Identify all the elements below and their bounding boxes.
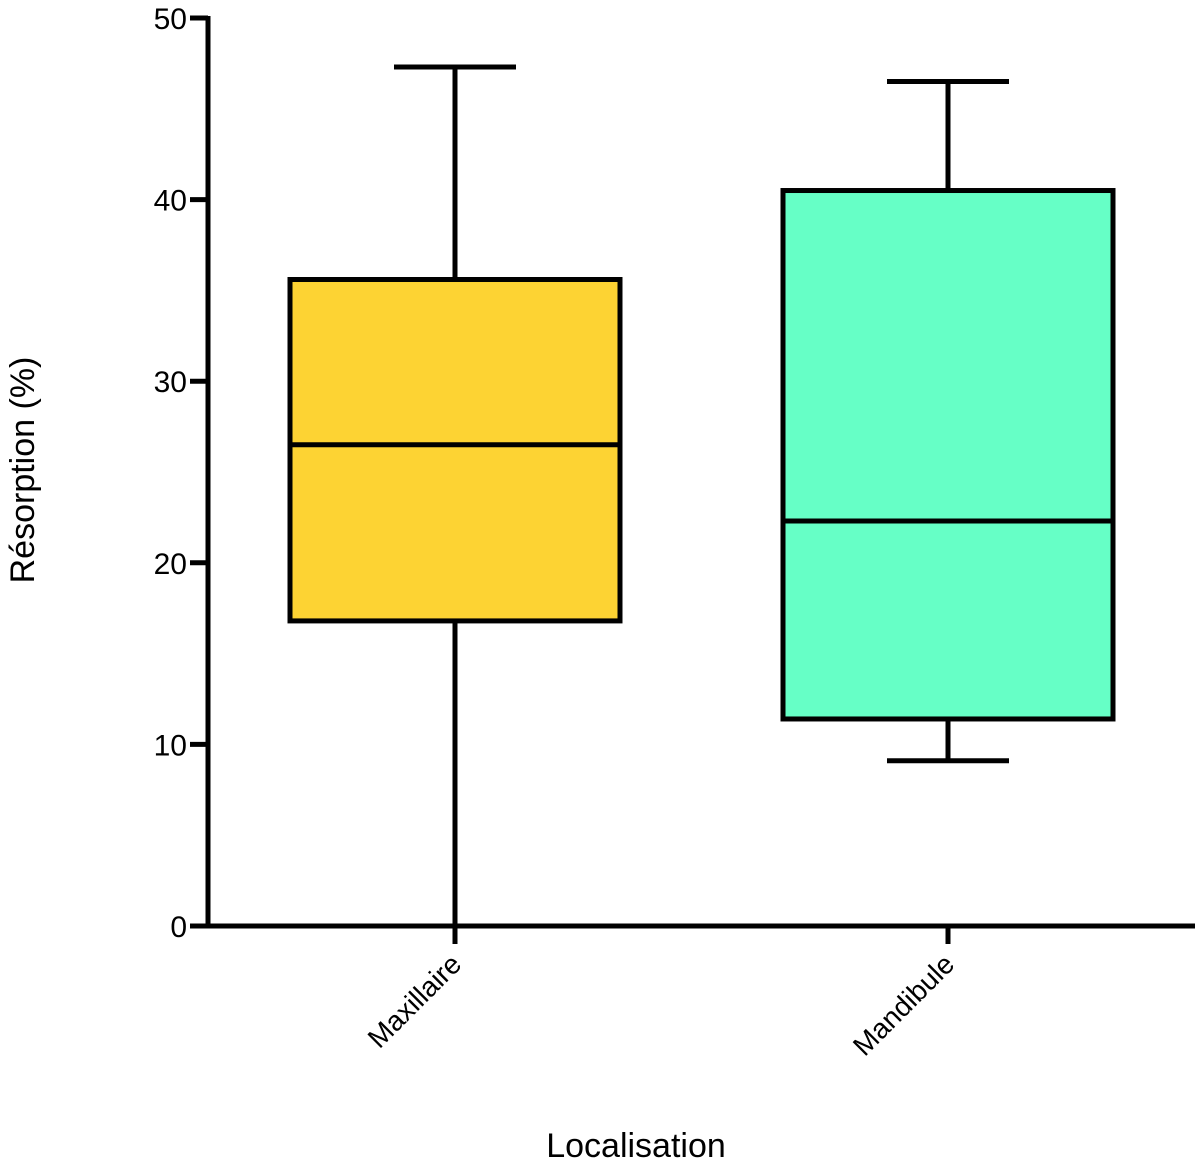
iqr-box-maxillaire (287, 277, 623, 624)
boxes-layer (287, 64, 1116, 929)
box-maxillaire (287, 64, 623, 929)
x-axis-title: Localisation (546, 1127, 726, 1165)
y-tick-label-20: 20 (154, 548, 187, 581)
y-axis-title: Résorption (%) (4, 357, 42, 584)
box-mandibule (780, 79, 1116, 764)
y-tick-label-50: 50 (154, 3, 187, 36)
iqr-box-mandibule (780, 188, 1116, 722)
x-tick-label-mandibule: Mandibule (847, 948, 960, 1061)
x-tick-label-maxillaire: Maxillaire (362, 948, 468, 1054)
y-tick-label-40: 40 (154, 185, 187, 218)
y-tick-label-10: 10 (154, 729, 187, 762)
y-tick-label-30: 30 (154, 366, 187, 399)
y-tick-label-0: 0 (170, 911, 187, 944)
